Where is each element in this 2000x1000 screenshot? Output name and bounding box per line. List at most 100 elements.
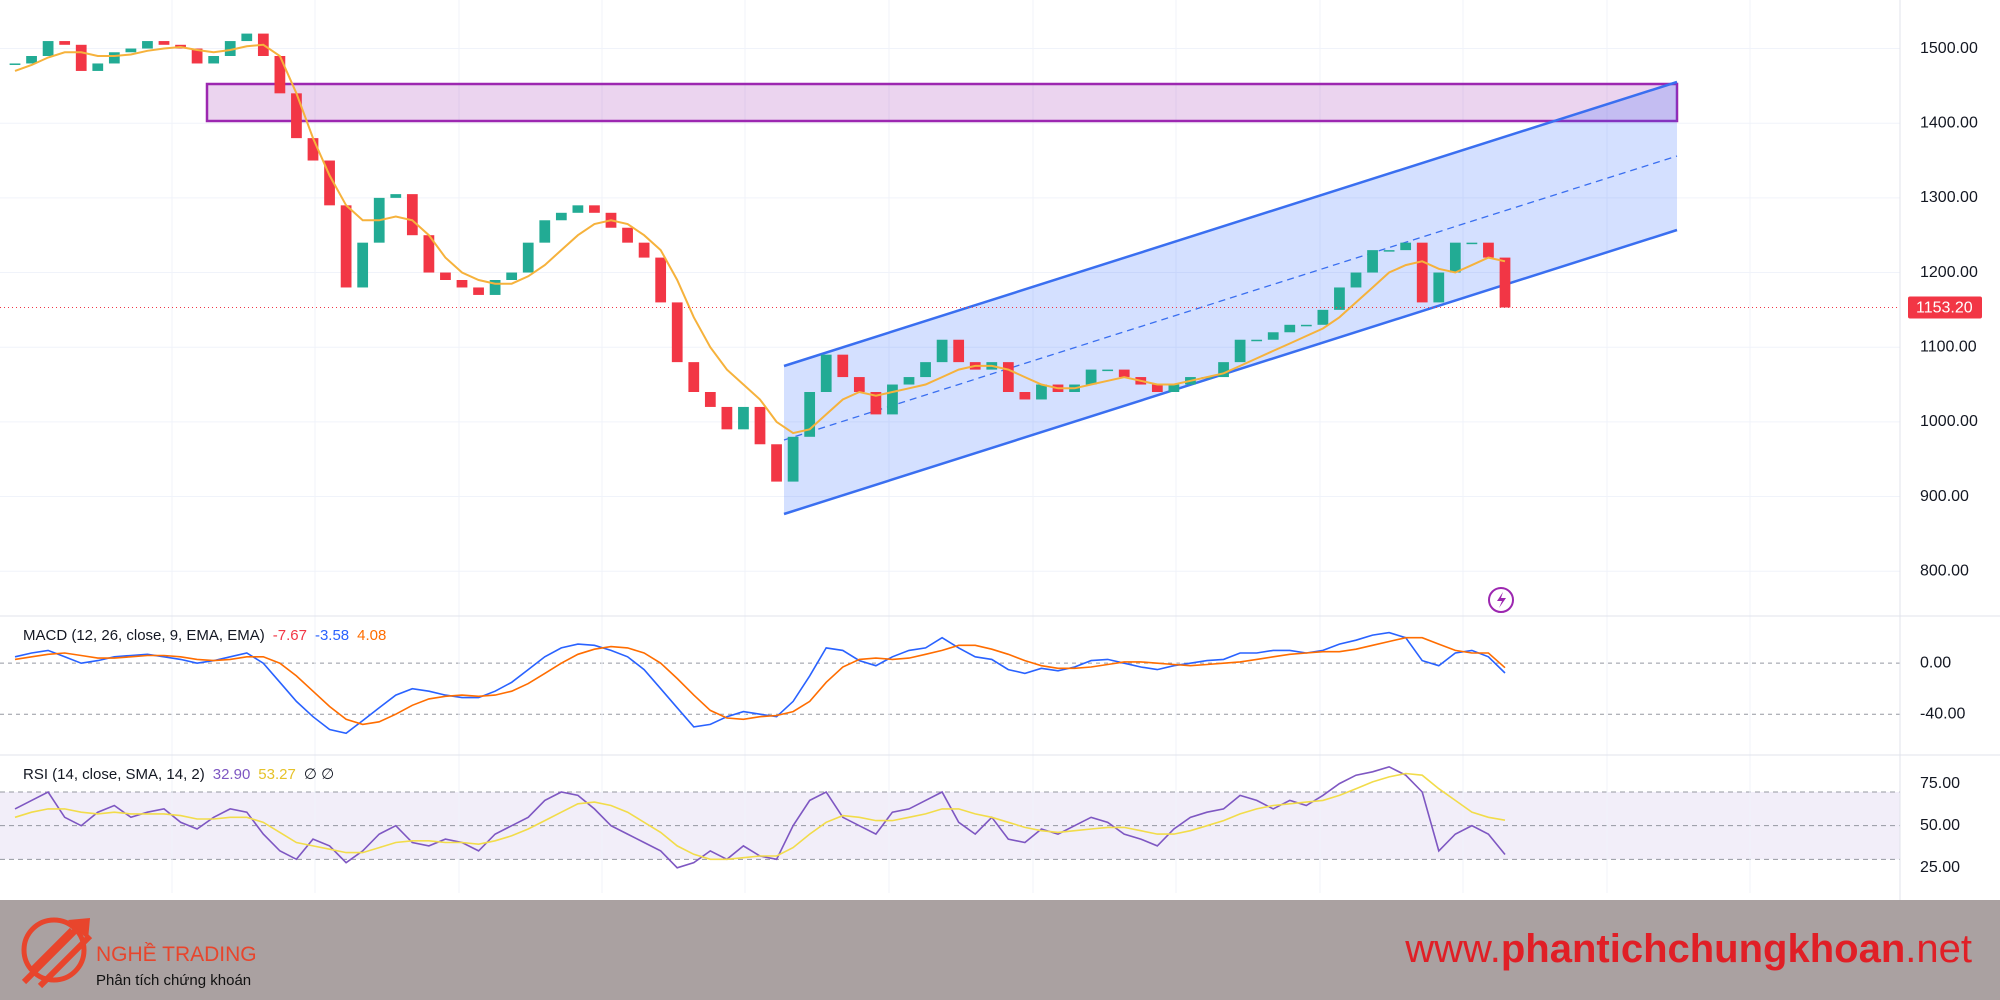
candle <box>1433 272 1445 303</box>
legend-text: 53.27 <box>258 766 296 783</box>
candle <box>1416 242 1428 303</box>
candle <box>1449 242 1461 273</box>
candle <box>1251 339 1263 342</box>
last-price-badge <box>1908 296 1982 319</box>
y-tick-label: 1200.00 <box>1920 264 1978 281</box>
channel-upper <box>783 80 1678 368</box>
tagline: Phân tích chứng khoán <box>96 972 252 989</box>
candle <box>837 354 849 378</box>
candle <box>224 41 236 56</box>
candle <box>191 48 203 64</box>
channel-lower <box>783 228 1678 516</box>
candle <box>1118 369 1130 378</box>
candle <box>1300 324 1312 327</box>
indicator-line <box>14 636 1506 726</box>
candle <box>522 242 534 273</box>
candle <box>59 41 71 45</box>
candle <box>1317 309 1329 325</box>
candle <box>1367 250 1378 273</box>
candle <box>920 362 931 378</box>
candle <box>357 242 369 288</box>
candle <box>820 354 832 392</box>
y-tick-label: -40.00 <box>1920 705 1965 722</box>
candle <box>1234 339 1246 363</box>
candle <box>1151 384 1163 392</box>
legend-text: -7.67 <box>273 627 307 644</box>
y-tick-label: 1500.00 <box>1920 40 1978 57</box>
last-price-label: 1153.20 <box>1916 300 1973 317</box>
candle <box>936 339 948 363</box>
candle <box>506 272 518 280</box>
candle <box>804 392 816 437</box>
candle <box>456 280 468 288</box>
candle <box>870 392 882 415</box>
candle <box>241 33 253 42</box>
alert-bolt <box>1497 592 1506 608</box>
candle <box>42 41 54 56</box>
candle <box>390 194 402 198</box>
candle <box>1267 332 1279 340</box>
y-tick-label: 75.00 <box>1920 775 1960 792</box>
candle <box>307 138 319 161</box>
candle <box>208 56 220 64</box>
y-tick-label: 50.00 <box>1920 817 1960 834</box>
candle <box>853 377 865 392</box>
candle <box>1466 242 1478 245</box>
candle <box>1036 384 1047 400</box>
candle <box>1218 362 1229 378</box>
candle <box>1002 362 1014 392</box>
drawings <box>0 0 2000 900</box>
candle <box>274 56 286 94</box>
legend-text: ∅ ∅ <box>304 766 334 783</box>
candle <box>555 212 567 221</box>
logo <box>21 917 93 989</box>
candle <box>903 377 915 385</box>
candle <box>589 205 600 213</box>
candle <box>1284 324 1296 333</box>
candle <box>340 205 352 288</box>
y-tick-label: 25.00 <box>1920 859 1960 876</box>
candle <box>423 235 435 273</box>
y-tick-label: 900.00 <box>1920 488 1969 505</box>
y-tick-label: 1000.00 <box>1920 413 1978 430</box>
candle <box>622 227 633 243</box>
candle <box>1383 250 1395 252</box>
candle <box>1085 369 1097 385</box>
site-name: phantichchungkhoan <box>1500 927 1906 971</box>
zone <box>205 82 1679 123</box>
y-tick-label: 1100.00 <box>1920 338 1977 355</box>
moving-average <box>14 43 1506 435</box>
candle <box>655 257 667 303</box>
candle <box>142 41 153 49</box>
candle <box>158 41 170 45</box>
y-tick-label: 1400.00 <box>1920 114 1978 131</box>
legend-text: -3.58 <box>315 627 349 644</box>
candle <box>406 194 418 236</box>
candle <box>1483 242 1494 258</box>
candle <box>125 48 137 53</box>
candle <box>671 302 683 363</box>
candle <box>1499 257 1511 308</box>
candle <box>26 56 37 64</box>
legend-text: MACD (12, 26, close, 9, EMA, EMA) <box>23 627 265 644</box>
legend-text: 4.08 <box>357 627 386 644</box>
candle <box>1019 392 1031 400</box>
legend-text: 32.90 <box>213 766 251 783</box>
footer <box>0 900 2000 1000</box>
candle <box>108 52 120 64</box>
website[interactable]: www.phantichchungkhoan.net <box>1405 927 1972 972</box>
candle <box>738 406 749 430</box>
candle <box>324 160 335 206</box>
candle <box>92 63 104 71</box>
candle <box>704 392 716 407</box>
candle <box>489 280 501 295</box>
legend-text: RSI (14, close, SMA, 14, 2) <box>23 766 205 783</box>
candle <box>1102 369 1114 372</box>
candle <box>887 384 898 415</box>
chart: 800.00 900.00 1000.00 1100.00 1200.00 1300.00… <box>0 0 2000 900</box>
candle <box>75 44 87 71</box>
candle <box>539 220 551 243</box>
brand: NGHỀ TRADING <box>96 943 257 966</box>
